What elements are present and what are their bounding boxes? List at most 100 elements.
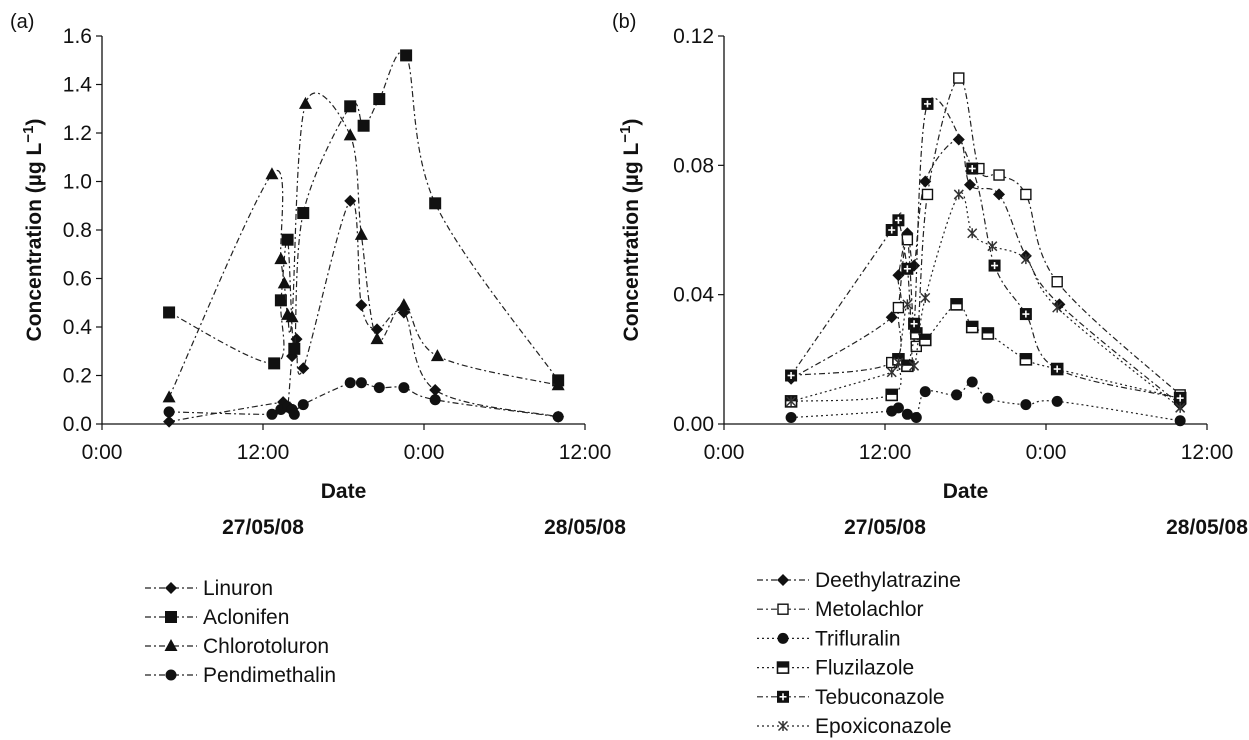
data-point (373, 93, 386, 106)
data-point (966, 376, 978, 388)
y-tick-label: 0.4 (63, 316, 93, 339)
y-tick-label: 0.04 (673, 284, 714, 307)
series-line (168, 51, 559, 381)
legend-label: Aclonifen (203, 606, 289, 629)
data-point (355, 299, 368, 312)
panel-label: (b) (612, 11, 636, 33)
data-point (297, 399, 309, 411)
data-point (163, 406, 175, 418)
data-point (552, 411, 564, 423)
data-point (921, 188, 934, 201)
data-point (266, 408, 278, 420)
data-point (163, 415, 176, 428)
legend-label: Deethylatrazine (815, 569, 961, 592)
legend-item: Epoxiconazole (757, 715, 952, 738)
legend-marker (777, 632, 789, 644)
data-point (1020, 188, 1032, 201)
data-point (1051, 276, 1063, 288)
data-point (344, 194, 357, 207)
x-tick-label: 0:00 (82, 441, 123, 464)
legend-marker (777, 720, 789, 732)
data-point (288, 408, 300, 420)
data-point (1174, 415, 1186, 427)
data-point (953, 189, 964, 200)
legend-marker (777, 574, 789, 586)
data-point (354, 227, 368, 240)
data-point (397, 298, 411, 311)
data-point (919, 386, 931, 398)
data-point (892, 214, 905, 227)
data-point (285, 310, 299, 323)
data-point (981, 327, 995, 340)
data-point (988, 259, 1001, 272)
y-tick-label: 0.08 (673, 154, 714, 177)
series-tebuconazole (785, 97, 1187, 405)
data-point (1051, 395, 1063, 407)
data-point (344, 100, 357, 113)
data-point (963, 178, 976, 191)
data-point (993, 169, 1005, 181)
data-point (885, 388, 899, 402)
legend-marker (165, 582, 177, 594)
data-point (163, 306, 176, 319)
data-point (429, 384, 442, 397)
y-tick-label: 0.12 (673, 25, 714, 48)
data-point (370, 332, 384, 345)
data-point (908, 317, 921, 330)
data-point (918, 333, 932, 347)
y-tick-label: 0.0 (63, 413, 92, 436)
date-label: 28/05/08 (1166, 516, 1248, 539)
panel-label: (a) (10, 11, 34, 33)
date-label: 28/05/08 (544, 516, 626, 539)
series-metolachlor (785, 72, 1186, 401)
y-tick-label: 0.00 (673, 413, 714, 436)
data-point (953, 72, 965, 84)
x-tick-label: 0:00 (404, 441, 445, 464)
data-point (987, 241, 998, 252)
data-point (1020, 399, 1032, 411)
series-line (168, 92, 559, 398)
data-point (429, 394, 441, 406)
data-point (288, 342, 301, 355)
data-point (910, 412, 922, 424)
data-point (162, 390, 176, 403)
data-point (892, 402, 904, 414)
legend-label: Fluzilazole (815, 657, 914, 680)
date-label: 27/05/08 (844, 516, 926, 539)
series-epoxiconazole (786, 189, 1186, 413)
data-point (373, 382, 385, 394)
data-point (982, 392, 994, 404)
series-linuron (163, 194, 565, 428)
series-fluzilazole (784, 298, 1187, 408)
data-point (1175, 402, 1186, 413)
data-point (277, 276, 291, 289)
legend-label: Epoxiconazole (815, 715, 952, 738)
chart-panel-b: (b) 0.00 0.04 0.08 0.12 0:00 12:00 0:00 12:00 Dat… (612, 11, 1248, 738)
legend-item: Metolachlor (757, 598, 924, 621)
series-line (791, 77, 1181, 396)
data-point (885, 224, 898, 236)
legend-item: Fluzilazole (757, 657, 914, 680)
y-tick-label: 1.2 (63, 122, 92, 145)
data-point (786, 396, 797, 407)
data-point (902, 299, 913, 310)
y-tick-label: 0.6 (63, 268, 92, 291)
data-point (1020, 254, 1031, 265)
x-tick-label: 12:00 (559, 441, 612, 464)
data-point (429, 197, 442, 210)
y-tick-label: 0.2 (63, 365, 92, 388)
series-line (790, 192, 1181, 409)
series-pendimethalin (163, 377, 564, 423)
legend-marker (777, 603, 789, 615)
data-point (298, 96, 312, 109)
legend-marker (777, 690, 789, 703)
data-point (919, 175, 932, 188)
data-point (785, 412, 797, 424)
data-point (1019, 353, 1033, 366)
y-tick-label: 0.8 (63, 219, 92, 242)
x-axis-label: Date (321, 480, 367, 503)
data-point (1019, 308, 1032, 321)
data-point (1051, 363, 1064, 376)
data-point (893, 357, 904, 368)
